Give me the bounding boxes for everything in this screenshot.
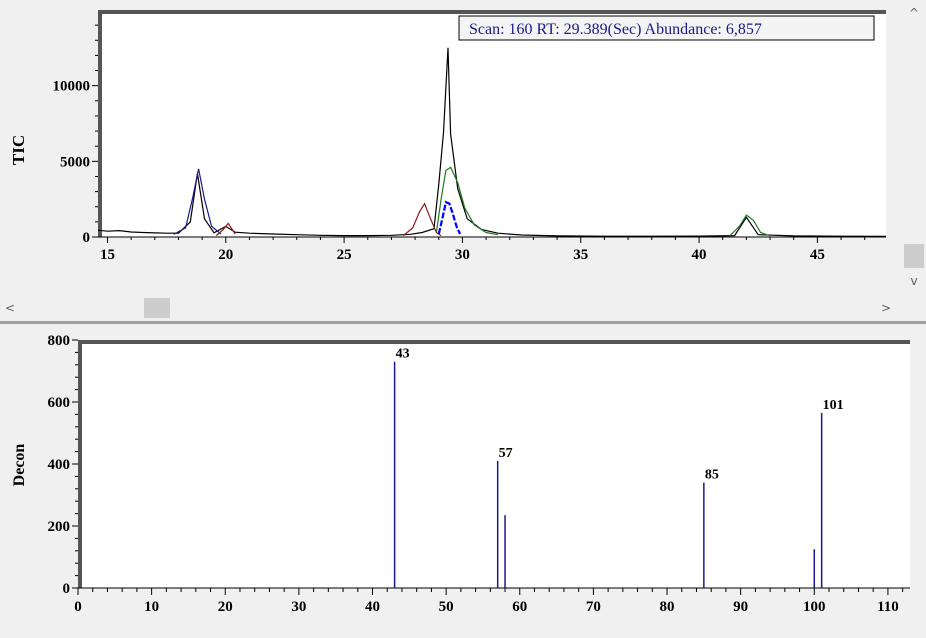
tic-plot-frame-top	[98, 10, 886, 14]
decon-plot-frame-top	[78, 340, 910, 344]
tic-x-tick-label: 25	[337, 247, 352, 263]
decon-x-tick-label: 20	[218, 599, 233, 615]
tic-x-tick-label: 45	[810, 247, 825, 263]
decon-x-tick-label: 110	[877, 599, 899, 615]
tic-chart[interactable]: 15 20 25 30 35 40 45 0 5000 10000 Scan: 160 RT: 2…	[0, 0, 902, 296]
tic-series-line-1	[173, 168, 222, 235]
tic-series-line-4	[402, 202, 442, 237]
tic-y-tick-label: 10000	[53, 79, 91, 95]
decon-x-tick-label: 0	[74, 599, 82, 615]
vertical-scroll-thumb[interactable]	[904, 244, 924, 268]
tic-x-tick-label: 40	[692, 247, 707, 263]
tic-x-tick-label: 30	[455, 247, 470, 263]
scan-status-box	[458, 15, 875, 41]
scrollbar-corner	[902, 296, 926, 320]
decon-y-tick-label: 200	[48, 519, 71, 535]
decon-x-tick-label: 80	[660, 599, 675, 615]
decon-peak-label: 57	[499, 446, 513, 461]
scan-status-text: Scan: 160 RT: 29.389(Sec) Abundance: 6,8…	[469, 21, 762, 38]
decon-y-tick-label: 600	[48, 395, 71, 411]
tic-series-line-0	[97, 47, 887, 237]
decon-x-tick-label: 90	[733, 599, 748, 615]
tic-x-tick-label: 35	[573, 247, 588, 263]
vertical-scrollbar[interactable]: ^ v	[902, 0, 926, 296]
tic-series-line-2	[435, 166, 499, 236]
tic-chart-panel[interactable]: 15 20 25 30 35 40 45 0 5000 10000 Scan: 160 RT: 2…	[0, 0, 902, 296]
scroll-left-arrow[interactable]: <	[4, 301, 16, 315]
decon-x-tick-label: 60	[512, 599, 527, 615]
tic-x-tick-label: 15	[100, 247, 115, 263]
decon-spectrum-panel[interactable]: 0 10 20 30 40 50 60 70 80 90 100 110 0 200 400 600 800 4…	[0, 325, 926, 633]
tic-y-tick-label: 0	[83, 230, 91, 246]
decon-y-tick-label: 800	[48, 333, 71, 349]
decon-x-tick-label: 30	[291, 599, 306, 615]
tic-x-tick-label: 20	[218, 247, 233, 263]
scroll-down-arrow[interactable]: v	[910, 274, 918, 288]
tic-plot-area[interactable]	[98, 10, 886, 237]
decon-peak-label: 85	[705, 468, 719, 483]
tic-series-line-6	[437, 200, 462, 235]
scroll-right-arrow[interactable]: >	[880, 301, 892, 315]
decon-x-tick-label: 100	[803, 599, 826, 615]
horizontal-scrollbar[interactable]: < >	[0, 296, 902, 320]
decon-peak-label: 101	[823, 398, 844, 413]
decon-x-tick-label: 70	[586, 599, 601, 615]
decon-peak-label: 43	[396, 347, 410, 362]
tic-plot-frame-left	[98, 10, 102, 237]
tic-axis-label: TIC	[9, 135, 28, 165]
decon-y-tick-label: 0	[63, 581, 71, 597]
decon-x-tick-label: 50	[439, 599, 454, 615]
tic-series-line-3	[729, 214, 771, 237]
decon-spectrum-chart[interactable]: 0 10 20 30 40 50 60 70 80 90 100 110 0 200 400 600 800 4…	[0, 325, 926, 633]
decon-x-tick-label: 40	[365, 599, 380, 615]
scroll-up-arrow[interactable]: ^	[908, 6, 920, 20]
tic-y-tick-label: 5000	[60, 154, 90, 170]
decon-axis-label: Decon	[11, 444, 28, 487]
horizontal-scroll-thumb[interactable]	[144, 298, 170, 318]
decon-x-tick-label: 10	[144, 599, 159, 615]
decon-plot-area[interactable]	[78, 340, 910, 588]
decon-y-tick-label: 400	[48, 457, 71, 473]
panel-divider[interactable]	[0, 321, 926, 324]
decon-plot-frame-left	[78, 340, 82, 588]
tic-series-line-5	[215, 222, 236, 236]
